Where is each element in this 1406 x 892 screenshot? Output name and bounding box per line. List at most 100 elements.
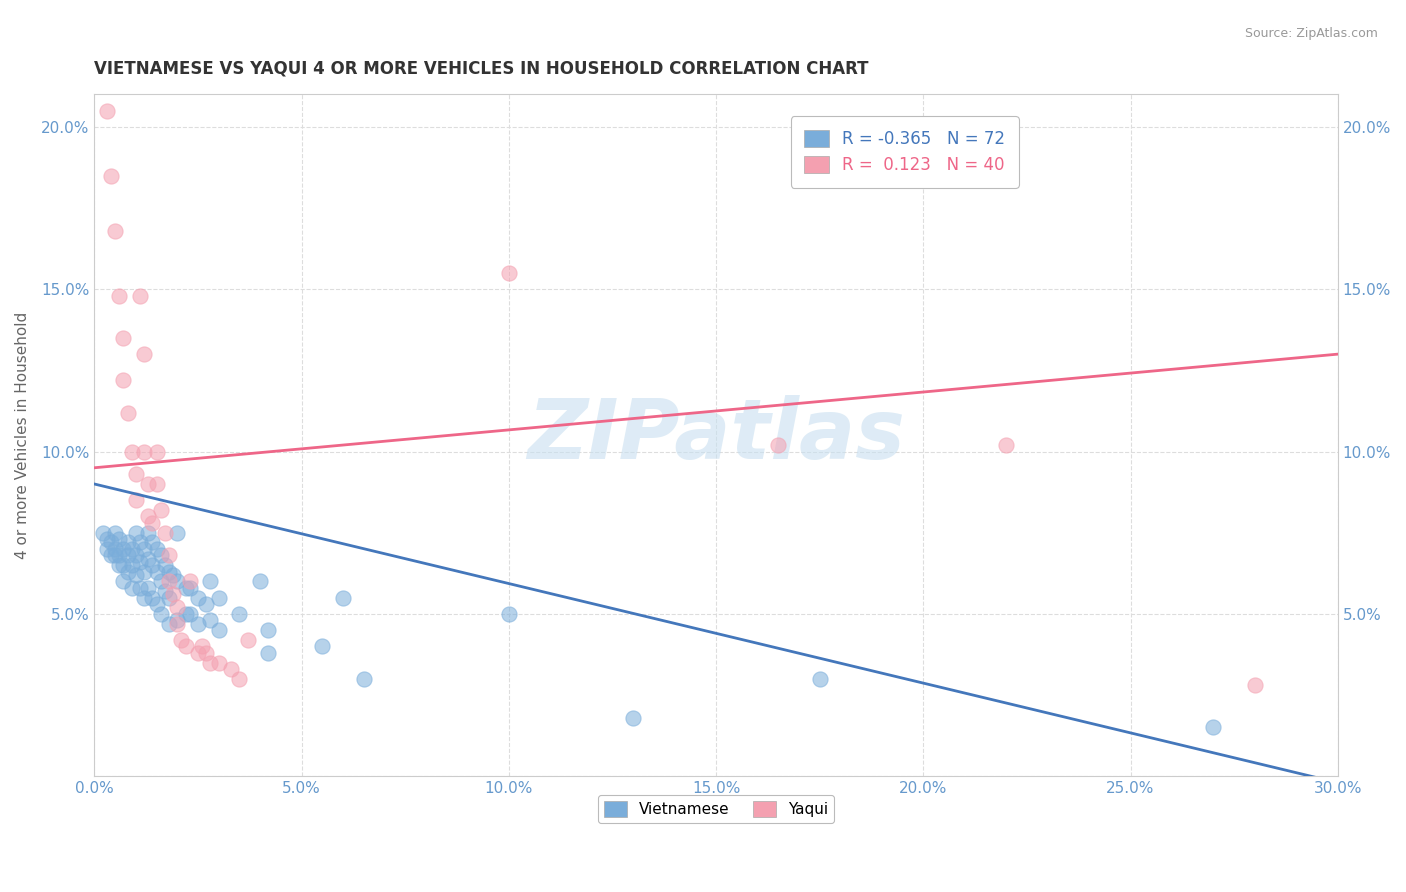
Point: [129, 555, 152, 569]
Point: [132, 347, 155, 361]
Point: [125, 467, 148, 482]
Point: [332, 591, 354, 605]
Point: [117, 549, 139, 563]
Point: [112, 574, 135, 589]
Point: [104, 224, 127, 238]
Point: [136, 477, 159, 491]
Point: [112, 331, 135, 345]
Point: [162, 568, 184, 582]
Point: [141, 516, 163, 530]
Point: [219, 662, 242, 676]
Point: [157, 616, 180, 631]
Point: [808, 672, 831, 686]
Point: [104, 549, 127, 563]
Point: [166, 616, 188, 631]
Point: [498, 266, 520, 280]
Point: [136, 551, 159, 566]
Point: [141, 591, 163, 605]
Point: [125, 568, 148, 582]
Point: [91, 525, 114, 540]
Point: [179, 574, 201, 589]
Point: [166, 525, 188, 540]
Point: [1202, 721, 1225, 735]
Point: [187, 616, 209, 631]
Point: [132, 591, 155, 605]
Point: [117, 406, 139, 420]
Point: [995, 438, 1018, 452]
Point: [149, 549, 172, 563]
Point: [145, 477, 167, 491]
Point: [141, 535, 163, 549]
Point: [157, 565, 180, 579]
Point: [200, 574, 222, 589]
Point: [179, 607, 201, 621]
Point: [145, 597, 167, 611]
Point: [125, 493, 148, 508]
Point: [100, 535, 122, 549]
Point: [108, 549, 131, 563]
Text: VIETNAMESE VS YAQUI 4 OR MORE VEHICLES IN HOUSEHOLD CORRELATION CHART: VIETNAMESE VS YAQUI 4 OR MORE VEHICLES I…: [94, 60, 869, 78]
Point: [96, 541, 118, 556]
Point: [117, 535, 139, 549]
Point: [498, 607, 520, 621]
Point: [121, 444, 143, 458]
Point: [768, 438, 790, 452]
Point: [136, 581, 159, 595]
Point: [208, 656, 231, 670]
Point: [166, 574, 188, 589]
Point: [112, 541, 135, 556]
Point: [132, 565, 155, 579]
Point: [121, 581, 143, 595]
Point: [153, 525, 176, 540]
Text: Source: ZipAtlas.com: Source: ZipAtlas.com: [1244, 27, 1378, 40]
Point: [195, 646, 218, 660]
Point: [145, 444, 167, 458]
Point: [129, 535, 152, 549]
Point: [96, 103, 118, 118]
Point: [191, 640, 214, 654]
Point: [149, 607, 172, 621]
Point: [157, 574, 180, 589]
Point: [311, 640, 333, 654]
Point: [228, 672, 250, 686]
Point: [117, 565, 139, 579]
Point: [174, 581, 197, 595]
Point: [129, 289, 152, 303]
Legend: Vietnamese, Yaqui: Vietnamese, Yaqui: [598, 795, 834, 823]
Point: [179, 581, 201, 595]
Point: [136, 509, 159, 524]
Point: [174, 607, 197, 621]
Point: [166, 600, 188, 615]
Point: [108, 289, 131, 303]
Point: [108, 558, 131, 573]
Point: [257, 646, 280, 660]
Point: [108, 532, 131, 546]
Point: [129, 581, 152, 595]
Point: [153, 584, 176, 599]
Point: [121, 541, 143, 556]
Point: [157, 591, 180, 605]
Point: [249, 574, 271, 589]
Point: [125, 525, 148, 540]
Point: [125, 549, 148, 563]
Point: [166, 613, 188, 627]
Point: [208, 591, 231, 605]
Point: [145, 541, 167, 556]
Point: [121, 558, 143, 573]
Point: [157, 549, 180, 563]
Point: [104, 541, 127, 556]
Point: [132, 541, 155, 556]
Point: [153, 558, 176, 573]
Point: [100, 549, 122, 563]
Point: [112, 373, 135, 387]
Point: [208, 623, 231, 637]
Point: [187, 646, 209, 660]
Point: [100, 169, 122, 183]
Point: [162, 587, 184, 601]
Point: [1244, 678, 1267, 692]
Point: [257, 623, 280, 637]
Point: [353, 672, 375, 686]
Point: [149, 574, 172, 589]
Point: [145, 565, 167, 579]
Text: ZIPatlas: ZIPatlas: [527, 395, 905, 475]
